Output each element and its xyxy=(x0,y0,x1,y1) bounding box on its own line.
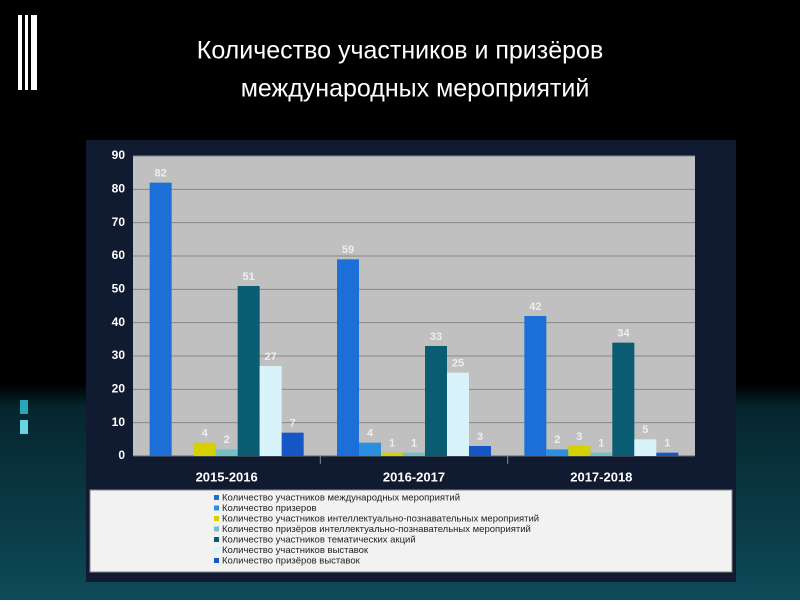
data-label: 27 xyxy=(265,351,277,363)
y-tick-label: 60 xyxy=(112,248,126,262)
data-label: 2 xyxy=(554,434,560,446)
bar xyxy=(337,259,359,456)
x-tick-label: 2016-2017 xyxy=(383,469,445,484)
bar xyxy=(381,452,403,456)
legend-swatch xyxy=(214,516,219,521)
legend-swatch xyxy=(214,558,219,563)
bar xyxy=(524,316,547,456)
legend-label: Количество участников международных меро… xyxy=(222,493,460,504)
y-tick-label: 40 xyxy=(112,315,126,329)
data-label: 3 xyxy=(576,431,582,443)
bar xyxy=(590,452,613,456)
bar xyxy=(568,446,591,456)
bar xyxy=(259,366,282,456)
legend-swatch xyxy=(214,495,219,500)
x-tick-label: 2015-2016 xyxy=(196,469,258,484)
data-label: 1 xyxy=(411,438,417,450)
bar xyxy=(546,449,569,456)
legend-swatch xyxy=(214,537,219,542)
decoration xyxy=(18,15,37,434)
data-label: 42 xyxy=(529,301,541,313)
data-label: 4 xyxy=(367,428,374,440)
bar xyxy=(149,182,172,456)
data-label: 1 xyxy=(389,438,395,450)
bar xyxy=(193,442,216,456)
y-tick-label: 70 xyxy=(112,215,126,229)
legend-swatch xyxy=(214,526,219,532)
data-label: 51 xyxy=(243,271,255,283)
plot-area xyxy=(133,156,695,456)
bar xyxy=(656,452,679,456)
bar xyxy=(281,432,304,456)
y-tick-label: 50 xyxy=(112,282,126,296)
x-tick-label: 2017-2018 xyxy=(570,469,632,484)
legend-label: Количество призёров интеллектуально-позн… xyxy=(222,524,531,535)
y-tick-label: 20 xyxy=(112,382,126,396)
legend-swatch xyxy=(214,505,219,511)
data-label: 7 xyxy=(290,418,296,430)
y-tick-label: 80 xyxy=(112,182,126,196)
legend-label: Количество участников выставок xyxy=(222,545,369,556)
title-line: Количество участников и призёров xyxy=(197,37,603,65)
data-label: 59 xyxy=(342,244,354,256)
bar xyxy=(237,286,260,456)
legend-label: Количество призеров xyxy=(222,503,317,514)
data-label: 82 xyxy=(155,168,167,180)
y-tick-label: 10 xyxy=(112,415,126,429)
data-label: 4 xyxy=(202,428,209,440)
bar xyxy=(425,346,447,456)
bar xyxy=(403,452,425,456)
bar xyxy=(359,442,381,456)
legend-label: Количество участников тематических акций xyxy=(222,535,416,546)
bar xyxy=(447,372,469,456)
data-label: 5 xyxy=(642,424,648,436)
y-tick-label: 30 xyxy=(112,348,126,362)
data-label: 3 xyxy=(477,431,483,443)
bar xyxy=(612,342,635,456)
bar xyxy=(469,446,491,456)
y-tick-label: 90 xyxy=(112,148,126,162)
data-label: 2 xyxy=(224,434,230,446)
bar xyxy=(634,439,657,456)
data-label: 33 xyxy=(430,331,442,343)
data-label: 1 xyxy=(664,438,670,450)
y-tick-label: 0 xyxy=(118,448,125,462)
data-label: 25 xyxy=(452,358,464,370)
legend-swatch xyxy=(214,547,219,553)
bar xyxy=(215,449,238,456)
data-label: 34 xyxy=(617,328,630,340)
legend-box xyxy=(89,489,733,573)
title-line: международных мероприятий xyxy=(241,75,590,103)
legend-label: Количество призёров выставок xyxy=(222,556,361,567)
legend-label: Количество участников интеллектуально-по… xyxy=(222,514,539,525)
data-label: 1 xyxy=(598,438,604,450)
